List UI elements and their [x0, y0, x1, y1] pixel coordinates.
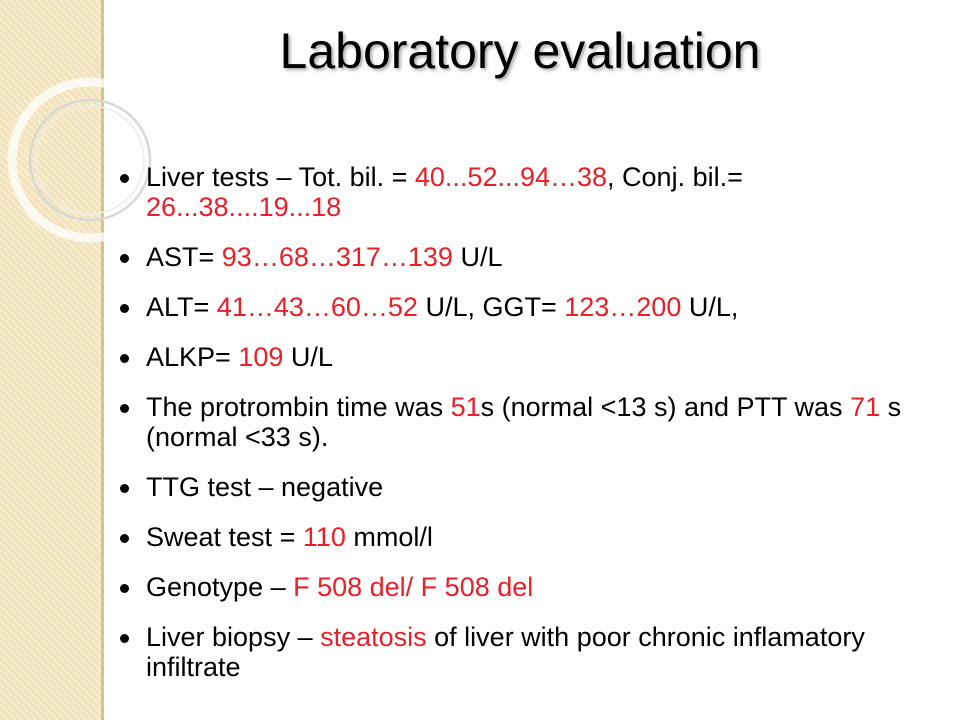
list-item: Sweat test = 110 mmol/l: [118, 522, 918, 552]
bullet-icon: [120, 634, 129, 643]
item-text: ALKP=: [146, 342, 239, 372]
list-item: ALKP= 109 U/L: [118, 342, 918, 372]
item-text: , Conj. bil.=: [607, 162, 743, 192]
bullet-icon: [120, 584, 129, 593]
bullet-icon: [120, 484, 129, 493]
item-text: Sweat test =: [146, 522, 303, 552]
bullet-icon: [120, 404, 129, 413]
bullet-icon: [120, 534, 129, 543]
item-text: U/L, GGT=: [417, 292, 565, 322]
item-text: Liver biopsy –: [146, 622, 321, 652]
list-item: The protrombin time was 51s (normal <13 …: [118, 392, 918, 452]
bullet-icon: [120, 304, 129, 313]
highlighted-value: 123…200: [564, 292, 682, 322]
decorative-side-stripe: [0, 0, 104, 720]
bullet-icon: [120, 254, 129, 263]
item-text: AST=: [146, 242, 222, 272]
item-text: s (normal <13 s) and PTT was: [480, 392, 851, 422]
list-item: TTG test – negative: [118, 472, 918, 502]
list-item: AST= 93…68…317…139 U/L: [118, 242, 918, 272]
item-text: Genotype –: [146, 572, 294, 602]
item-text: U/L,: [681, 292, 739, 322]
item-text: s (normal <33 s).: [146, 392, 902, 452]
item-text: of liver with poor chronic inflamatory i…: [146, 622, 865, 682]
item-text: mmol/l: [345, 522, 433, 552]
lab-results-list: Liver tests – Tot. bil. = 40...52...94…3…: [118, 162, 918, 702]
list-item: Genotype – F 508 del/ F 508 del: [118, 572, 918, 602]
list-item: Liver biopsy – steatosis of liver with p…: [118, 622, 918, 682]
bullet-icon: [120, 354, 129, 363]
list-item: Liver tests – Tot. bil. = 40...52...94…3…: [118, 162, 918, 222]
highlighted-value: 40...52...94…38: [414, 162, 608, 192]
highlighted-value: 26...38....19...18: [146, 192, 342, 222]
item-text: The protrombin time was: [146, 392, 451, 422]
highlighted-value: steatosis: [320, 622, 427, 652]
highlighted-value: 71: [850, 392, 881, 422]
slide-title: Laboratory evaluation: [279, 23, 761, 79]
highlighted-value: 110: [302, 522, 346, 552]
item-text: U/L: [283, 342, 333, 372]
decorative-circles-graphic: [7, 77, 173, 243]
highlighted-value: 51: [450, 392, 481, 422]
bullet-icon: [120, 174, 129, 183]
item-text: Liver tests – Tot. bil. =: [146, 162, 415, 192]
item-text: U/L: [452, 242, 503, 272]
highlighted-value: 109: [238, 342, 284, 372]
item-text: TTG test – negative: [146, 472, 384, 502]
highlighted-value: 93…68…317…139: [221, 242, 453, 272]
list-item: ALT= 41…43…60…52 U/L, GGT= 123…200 U/L,: [118, 292, 918, 322]
highlighted-value: 41…43…60…52: [216, 292, 418, 322]
highlighted-value: F 508 del/ F 508 del: [293, 572, 534, 602]
item-text: ALT=: [146, 292, 217, 322]
